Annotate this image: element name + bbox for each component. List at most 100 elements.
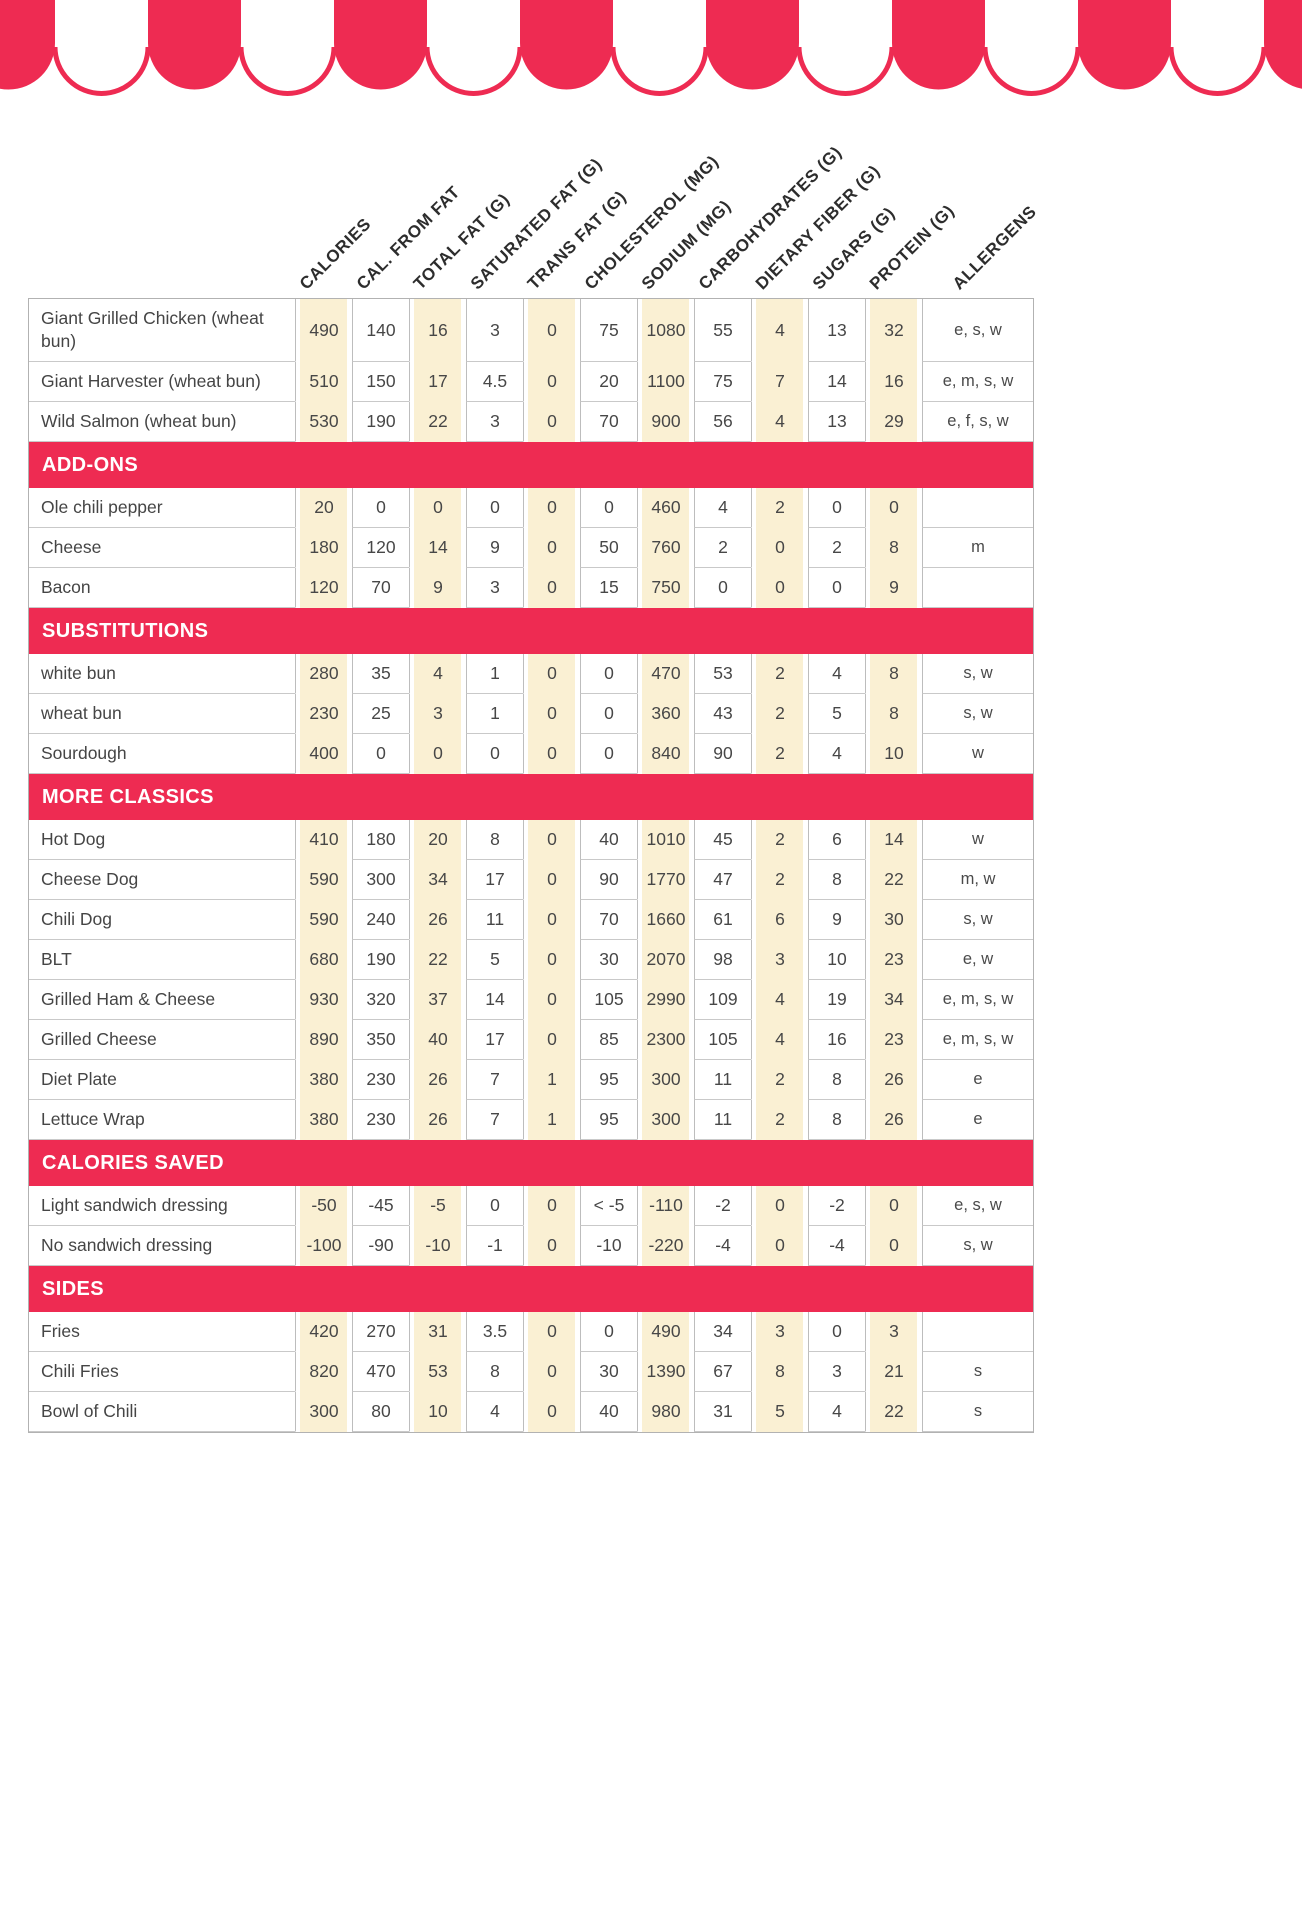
value-cell-dietary-fiber-g: 2 bbox=[751, 1100, 808, 1140]
value-cell-saturated-fat-g: 7 bbox=[466, 1100, 523, 1140]
allergens-cell: e, w bbox=[922, 940, 1033, 980]
value-cell-calories: 180 bbox=[295, 528, 352, 568]
value-cell-protein-g: 26 bbox=[865, 1100, 922, 1140]
value-cell-carbohydrates-g: 34 bbox=[694, 1312, 751, 1352]
column-header-cal-from-fat: CAL. FROM FAT bbox=[352, 182, 464, 294]
value-cell-protein-g: 0 bbox=[865, 488, 922, 528]
value-cell-cal-from-fat: 230 bbox=[352, 1060, 409, 1100]
value-cell-total-fat-g: 34 bbox=[409, 860, 466, 900]
value-cell-dietary-fiber-g: 7 bbox=[751, 362, 808, 402]
item-name-cell: Chili Fries bbox=[29, 1352, 295, 1392]
value-cell-dietary-fiber-g: 6 bbox=[751, 900, 808, 940]
value-cell-total-fat-g: 40 bbox=[409, 1020, 466, 1060]
value-cell-cal-from-fat: 70 bbox=[352, 568, 409, 608]
value-cell-sugars-g: 0 bbox=[808, 488, 865, 528]
table-row: Bacon 120 70 9 3 0 15 750 0 0 0 9 bbox=[29, 568, 1033, 608]
value-cell-protein-g: 3 bbox=[865, 1312, 922, 1352]
value-cell-sodium-mg: 1010 bbox=[637, 820, 694, 860]
value-cell-sugars-g: 3 bbox=[808, 1352, 865, 1392]
value-cell-carbohydrates-g: 56 bbox=[694, 402, 751, 442]
value-cell-cal-from-fat: 150 bbox=[352, 362, 409, 402]
item-name-cell: Wild Salmon (wheat bun) bbox=[29, 402, 295, 442]
allergens-cell: m, w bbox=[922, 860, 1033, 900]
value-cell-calories: 530 bbox=[295, 402, 352, 442]
value-cell-cal-from-fat: 190 bbox=[352, 402, 409, 442]
value-cell-total-fat-g: 3 bbox=[409, 694, 466, 734]
table-row: No sandwich dressing -100 -90 -10 -1 0 -10 -220… bbox=[29, 1226, 1033, 1266]
table-row: Grilled Ham & Cheese 930 320 37 14 0 105 2990 10… bbox=[29, 980, 1033, 1020]
value-cell-carbohydrates-g: 0 bbox=[694, 568, 751, 608]
value-cell-cholesterol-mg: 40 bbox=[580, 1392, 637, 1432]
value-cell-sugars-g: 6 bbox=[808, 820, 865, 860]
value-cell-cholesterol-mg: 0 bbox=[580, 734, 637, 774]
value-cell-calories: -50 bbox=[295, 1186, 352, 1226]
value-cell-total-fat-g: 9 bbox=[409, 568, 466, 608]
value-cell-protein-g: 32 bbox=[865, 299, 922, 362]
value-cell-cal-from-fat: 320 bbox=[352, 980, 409, 1020]
value-cell-sodium-mg: 2990 bbox=[637, 980, 694, 1020]
value-cell-trans-fat-g: 0 bbox=[523, 940, 580, 980]
value-cell-cal-from-fat: 350 bbox=[352, 1020, 409, 1060]
value-cell-total-fat-g: 26 bbox=[409, 900, 466, 940]
value-cell-dietary-fiber-g: 3 bbox=[751, 1312, 808, 1352]
value-cell-saturated-fat-g: 11 bbox=[466, 900, 523, 940]
value-cell-total-fat-g: 26 bbox=[409, 1060, 466, 1100]
value-cell-calories: 590 bbox=[295, 900, 352, 940]
value-cell-trans-fat-g: 0 bbox=[523, 488, 580, 528]
value-cell-saturated-fat-g: 7 bbox=[466, 1060, 523, 1100]
value-cell-cal-from-fat: 35 bbox=[352, 654, 409, 694]
value-cell-saturated-fat-g: 9 bbox=[466, 528, 523, 568]
column-header-trans-fat-g: TRANS FAT (G) bbox=[523, 187, 631, 294]
value-cell-cholesterol-mg: 90 bbox=[580, 860, 637, 900]
value-cell-cholesterol-mg: 105 bbox=[580, 980, 637, 1020]
value-cell-total-fat-g: 37 bbox=[409, 980, 466, 1020]
value-cell-cholesterol-mg: 85 bbox=[580, 1020, 637, 1060]
value-cell-cholesterol-mg: 30 bbox=[580, 940, 637, 980]
value-cell-saturated-fat-g: 1 bbox=[466, 654, 523, 694]
value-cell-cal-from-fat: 270 bbox=[352, 1312, 409, 1352]
value-cell-trans-fat-g: 0 bbox=[523, 1226, 580, 1266]
table-row: Sourdough 400 0 0 0 0 0 840 90 2 4 10 w bbox=[29, 734, 1033, 774]
value-cell-total-fat-g: 0 bbox=[409, 488, 466, 528]
value-cell-cal-from-fat: -90 bbox=[352, 1226, 409, 1266]
item-name-cell: Cheese Dog bbox=[29, 860, 295, 900]
value-cell-cholesterol-mg: 20 bbox=[580, 362, 637, 402]
item-name-cell: Light sandwich dressing bbox=[29, 1186, 295, 1226]
value-cell-dietary-fiber-g: 0 bbox=[751, 1186, 808, 1226]
value-cell-calories: 380 bbox=[295, 1100, 352, 1140]
value-cell-total-fat-g: 20 bbox=[409, 820, 466, 860]
table-row: Giant Harvester (wheat bun) 510 150 17 4.5 0 2… bbox=[29, 362, 1033, 402]
value-cell-carbohydrates-g: 90 bbox=[694, 734, 751, 774]
value-cell-sodium-mg: -220 bbox=[637, 1226, 694, 1266]
value-cell-trans-fat-g: 0 bbox=[523, 1312, 580, 1352]
section-header-bar: CALORIES SAVED bbox=[29, 1140, 1033, 1186]
value-cell-carbohydrates-g: 67 bbox=[694, 1352, 751, 1392]
section-row-calories-saved: CALORIES SAVED bbox=[29, 1140, 1033, 1186]
value-cell-trans-fat-g: 0 bbox=[523, 654, 580, 694]
column-headers: CALORIES CAL. FROM FAT TOTAL FAT (G) SATURA… bbox=[28, 100, 1040, 298]
section-row-add-ons: ADD-ONS bbox=[29, 442, 1033, 488]
value-cell-dietary-fiber-g: 2 bbox=[751, 734, 808, 774]
section-header-bar: MORE CLASSICS bbox=[29, 774, 1033, 820]
allergens-cell: w bbox=[922, 734, 1033, 774]
item-name-cell: Fries bbox=[29, 1312, 295, 1352]
value-cell-sugars-g: 16 bbox=[808, 1020, 865, 1060]
item-name-cell: wheat bun bbox=[29, 694, 295, 734]
value-cell-trans-fat-g: 0 bbox=[523, 734, 580, 774]
item-name-cell: Grilled Ham & Cheese bbox=[29, 980, 295, 1020]
section-header-bar: SUBSTITUTIONS bbox=[29, 608, 1033, 654]
value-cell-sugars-g: 0 bbox=[808, 568, 865, 608]
table-row: Grilled Cheese 890 350 40 17 0 85 2300 105 4 16 23 e… bbox=[29, 1020, 1033, 1060]
value-cell-carbohydrates-g: 45 bbox=[694, 820, 751, 860]
value-cell-trans-fat-g: 0 bbox=[523, 299, 580, 362]
value-cell-trans-fat-g: 0 bbox=[523, 528, 580, 568]
column-header-allergens: ALLERGENS bbox=[948, 201, 1041, 294]
value-cell-saturated-fat-g: 8 bbox=[466, 1352, 523, 1392]
item-name-cell: Chili Dog bbox=[29, 900, 295, 940]
value-cell-carbohydrates-g: 11 bbox=[694, 1060, 751, 1100]
allergens-cell bbox=[922, 568, 1033, 608]
table-row: Bowl of Chili 300 80 10 4 0 40 980 31 5 4 22 s bbox=[29, 1392, 1033, 1432]
value-cell-dietary-fiber-g: 5 bbox=[751, 1392, 808, 1432]
value-cell-trans-fat-g: 1 bbox=[523, 1100, 580, 1140]
allergens-cell: s, w bbox=[922, 900, 1033, 940]
